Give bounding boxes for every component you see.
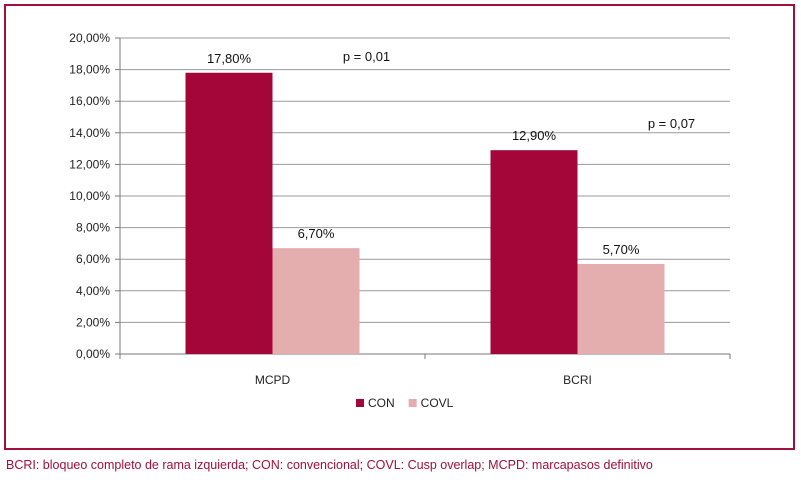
legend-swatch-covl [408,399,417,407]
y-tick-label: 8,00% [76,221,110,235]
bar-covl-mcpd [272,248,360,354]
figure-caption: BCRI: bloqueo completo de rama izquierda… [6,458,653,472]
y-tick-label: 10,00% [69,189,110,203]
y-tick-label: 2,00% [76,315,110,329]
p-value-annotation: p = 0,01 [343,49,390,64]
p-value-annotation: p = 0,07 [648,116,695,131]
y-tick-label: 0,00% [76,347,110,361]
y-tick-label: 20,00% [69,31,110,45]
legend-label-covl: COVL [421,396,454,410]
legend-label-con: CON [368,396,395,410]
y-tick-label: 16,00% [69,94,110,108]
bar-con-mcpd [185,72,273,354]
legend-swatch-con [356,399,364,407]
y-tick-label: 4,00% [76,284,110,298]
bar-con-bcri [490,150,578,354]
bar-chart: 0,00% 2,00% 4,00% 6,00% 8,00% 10,00% 12,00% 14,… [69,31,731,410]
bar-covl-bcri [577,263,665,354]
y-tick-label: 14,00% [69,126,110,140]
data-label: 17,80% [207,51,252,66]
chart-frame [4,4,795,450]
x-category-label: BCRI [563,373,592,387]
y-tick-label: 18,00% [69,63,110,77]
data-label: 12,90% [512,128,557,143]
data-label: 5,70% [603,242,640,257]
x-category-label: MCPD [255,373,291,387]
y-tick-label: 6,00% [76,252,110,266]
y-tick-label: 12,00% [69,157,110,171]
data-label: 6,70% [298,226,335,241]
